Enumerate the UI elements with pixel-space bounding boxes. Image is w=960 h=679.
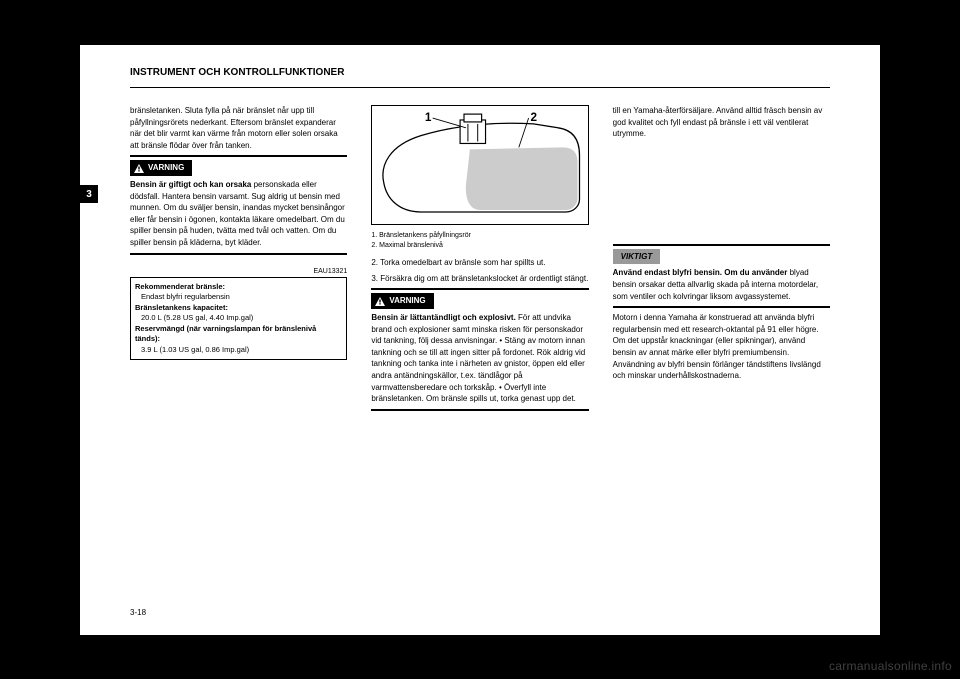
col1-intro-para: bränsletanken. Sluta fylla på när bränsl… xyxy=(130,105,347,151)
col1-warning-body: Bensin är giftigt och kan orsaka persons… xyxy=(130,179,347,249)
column-1: bränsletanken. Sluta fylla på när bränsl… xyxy=(130,105,347,595)
warning-triangle-icon xyxy=(134,164,144,173)
diagram-label-2: 2 xyxy=(531,111,538,124)
column-2: 1 2 1. Bränsletankens påfyllningsrör 2. … xyxy=(371,105,588,595)
col2-warning-bold: Bensin är lättantändligt och explosivt. xyxy=(371,313,515,322)
viktigt-top-rule xyxy=(613,244,830,246)
warning-triangle-icon xyxy=(375,297,385,306)
column-3: till en Yamaha-återförsäljare. Använd al… xyxy=(613,105,830,595)
col2-warning-text: För att undvika brand och explosioner sa… xyxy=(371,313,585,403)
col3-viktigt-body: Använd endast blyfri bensin. Om du använ… xyxy=(613,267,830,302)
columns-container: bränsletanken. Sluta fylla på när bränsl… xyxy=(130,105,830,595)
manual-page: INSTRUMENT OCH KONTROLLFUNKTIONER 3 brän… xyxy=(80,45,880,635)
fuel-tank-diagram: 1 2 xyxy=(371,105,588,225)
eau-code: EAU13321 xyxy=(130,267,347,277)
warning-bottom-rule xyxy=(130,253,347,255)
spec-reserve-label: Reservmängd (när varningslampan för brän… xyxy=(135,324,342,345)
spacer xyxy=(613,144,830,244)
spec-reserve-value: 3.9 L (1.03 US gal, 0.86 Imp.gal) xyxy=(135,345,342,356)
col2-warning-label-text: VARNING xyxy=(389,295,425,307)
diagram-svg: 1 2 xyxy=(372,106,587,224)
col2-warning-top-rule xyxy=(371,288,588,290)
header-rule xyxy=(130,87,830,88)
warning-top-rule xyxy=(130,155,347,157)
spec-box: Rekommenderat bränsle: Endast blyfri reg… xyxy=(130,277,347,361)
spec-fuel-value: Endast blyfri regularbensin xyxy=(135,292,342,303)
col1-warning-bold: Bensin är giftigt och kan orsaka xyxy=(130,180,251,189)
viktigt-bottom-rule xyxy=(613,306,830,308)
spec-capacity-value: 20.0 L (5.28 US gal, 4.40 Imp.gal) xyxy=(135,313,342,324)
page-number: 3-18 xyxy=(130,608,146,617)
spec-capacity-label: Bränsletankens kapacitet: xyxy=(135,303,342,314)
col2-warning-bottom-rule xyxy=(371,409,588,411)
col1-warning-text: personskada eller dödsfall. Hantera bens… xyxy=(130,180,345,247)
diagram-caption-2: 2. Maximal bränslenivå xyxy=(371,241,588,251)
spacer xyxy=(130,259,347,267)
col2-step2: 2. Torka omedelbart av bränsle som har s… xyxy=(371,257,588,269)
spec-fuel-label: Rekommenderat bränsle: xyxy=(135,282,342,293)
col2-step3: 3. Försäkra dig om att bränsletankslocke… xyxy=(371,273,588,285)
warning-label: VARNING xyxy=(130,160,192,176)
chapter-tab: 3 xyxy=(80,185,98,203)
col3-top-para: till en Yamaha-återförsäljare. Använd al… xyxy=(613,105,830,140)
col3-viktigt-bold: Använd endast blyfri bensin. Om du använ… xyxy=(613,268,788,277)
col3-para2: Motorn i denna Yamaha är konstruerad att… xyxy=(613,312,830,382)
diagram-caption-1: 1. Bränsletankens påfyllningsrör xyxy=(371,231,588,241)
viktigt-label: VIKTIGT xyxy=(613,249,661,265)
page-header-title: INSTRUMENT OCH KONTROLLFUNKTIONER xyxy=(130,67,344,78)
diagram-label-1: 1 xyxy=(425,111,432,124)
col2-warning-body: Bensin är lättantändligt och explosivt. … xyxy=(371,312,588,405)
watermark-text: carmanualsonline.info xyxy=(829,659,952,673)
col2-warning-label: VARNING xyxy=(371,293,433,309)
warning-label-text: VARNING xyxy=(148,162,184,174)
